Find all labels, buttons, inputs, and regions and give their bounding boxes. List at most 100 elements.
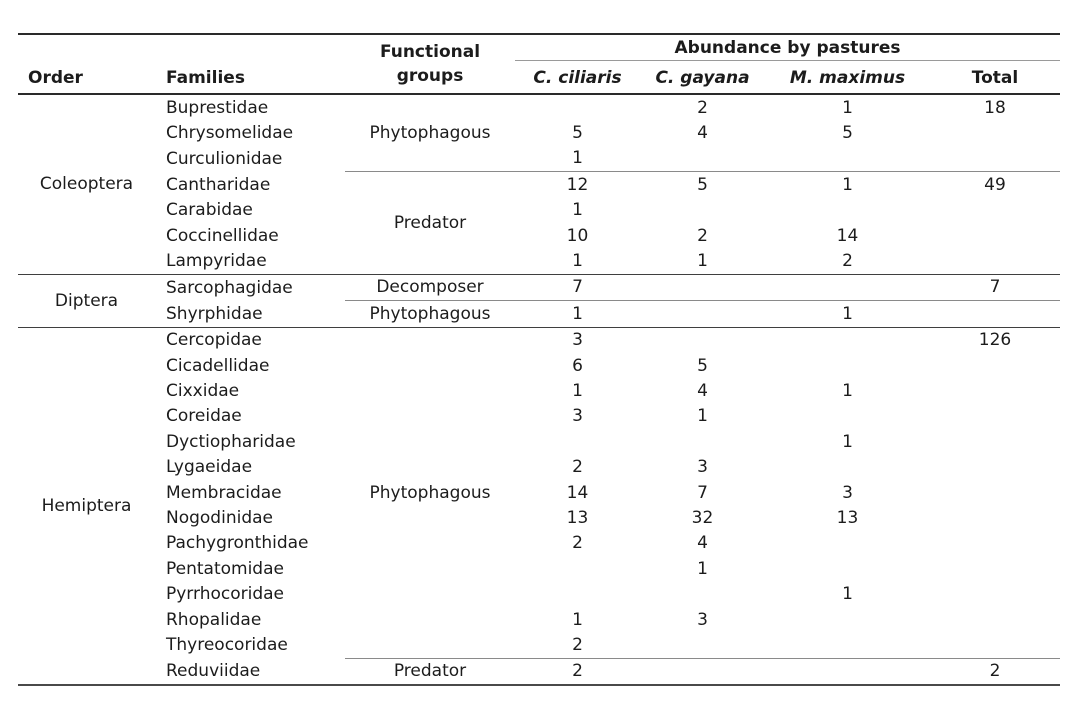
total-cell [930,505,1060,530]
count-cell-m-maximus [765,632,930,658]
table-row: Cixxidae 1 4 1 [18,378,1060,403]
family-cell: Cixxidae [166,380,240,401]
table-row: Rhopalidae 1 3 [18,607,1060,632]
count-cell-m-maximus: 14 [836,225,859,246]
table-row: Nogodinidae 13 32 13 [18,505,1060,530]
total-cell [930,404,1060,429]
count-cell-c-ciliaris: 2 [515,657,640,685]
family-cell: Cicadellidae [166,355,270,376]
count-cell-c-gayana: 2 [697,225,708,246]
count-cell-c-ciliaris: 12 [515,171,640,198]
family-cell: Shyrphidae [166,303,263,324]
total-cell: 126 [930,326,1060,353]
count-cell-m-maximus: 2 [842,251,853,272]
header-row-pastures: C. ciliaris C. gayana M. maximus Total [18,61,1060,95]
table-row: Lygaeidae 2 3 [18,454,1060,479]
table-row: Carabidae 1 [18,198,1060,223]
table-row: Coreidae 3 1 [18,404,1060,429]
functional-group-cell: Phytophagous [345,300,515,328]
functional-group-cell: Phytophagous [345,326,515,659]
family-cell: Coccinellidae [166,225,279,246]
count-cell-m-maximus [765,198,930,223]
count-cell-c-ciliaris: 6 [572,355,583,376]
family-cell: Dyctiopharidae [166,431,296,452]
col-header-m-maximus: M. maximus [789,68,906,88]
functional-group-cell: Decomposer [345,273,515,301]
table-row: Pachygronthidae 2 4 [18,531,1060,556]
count-cell-m-maximus [765,404,930,429]
count-cell-c-gayana: 3 [697,457,708,478]
page: Order Families Functional groups Abundan… [0,33,1078,702]
count-cell-m-maximus [765,657,930,685]
col-header-total: Total [971,68,1019,88]
table-row: Pyrrhocoridae 1 [18,581,1060,606]
count-cell-c-gayana [640,657,765,685]
count-cell-c-gayana: 7 [697,482,708,503]
family-cell: Buprestidae [155,92,345,121]
count-cell-m-maximus [765,146,930,172]
total-cell [930,146,1060,172]
table-row: Shyrphidae Phytophagous 1 1 [18,300,1060,328]
abundance-table: Order Families Functional groups Abundan… [18,33,1060,686]
count-cell-m-maximus [765,556,930,581]
total-cell [930,300,1060,328]
count-cell-m-maximus: 1 [765,92,930,121]
family-cell: Nogodinidae [166,507,273,528]
count-cell-c-ciliaris: 2 [572,634,583,655]
table-row: Dyctiopharidae 1 [18,429,1060,454]
count-cell-c-ciliaris: 3 [572,406,583,427]
count-cell-c-gayana [640,581,765,606]
table-row: Lampyridae 1 1 2 [18,248,1060,274]
col-header-abundance-spanner: Abundance by pastures [515,33,1060,61]
family-cell: Rhopalidae [166,609,262,630]
functional-group-cell: Phytophagous [345,93,515,172]
count-cell-c-gayana: 4 [697,380,708,401]
family-cell: Reduviidae [166,661,261,682]
count-cell-c-gayana [640,273,765,301]
count-cell-m-maximus: 1 [842,380,853,401]
family-cell: Thyreocoridae [166,635,288,656]
count-cell-c-gayana [640,429,765,454]
table-row: Cicadellidae 6 5 [18,353,1060,378]
total-cell [930,607,1060,632]
count-cell-c-gayana: 2 [640,92,765,121]
order-cell: Coleoptera [18,92,155,275]
col-header-c-ciliaris: C. ciliaris [533,68,622,88]
total-cell [930,248,1060,274]
count-cell-c-ciliaris [515,581,640,606]
family-cell: Pyrrhocoridae [166,584,284,605]
total-cell [930,353,1060,378]
family-cell: Membracidae [166,482,282,503]
total-cell: 18 [930,92,1060,121]
count-cell-c-gayana: 32 [691,507,714,528]
table-row: Thyreocoridae 2 [18,632,1060,658]
count-cell-c-ciliaris: 7 [515,273,640,301]
family-cell: Chrysomelidae [166,123,294,144]
family-cell: Lygaeidae [166,457,253,478]
count-cell-m-maximus [765,273,930,301]
count-cell-c-ciliaris [515,429,640,454]
total-cell: 7 [930,273,1060,301]
total-cell [930,378,1060,403]
count-cell-c-gayana: 1 [697,251,708,272]
col-header-order: Order [18,33,155,94]
table-row: Diptera Sarcophagidae Decomposer 7 7 [18,273,1060,328]
table-row: Coleoptera Buprestidae Phytophagous 2 1 18 [18,92,1060,275]
header-row-spanner: Order Families Functional groups Abundan… [18,33,1060,94]
table-body: Coleoptera Buprestidae Phytophagous 2 1 18 Chr… [18,92,1060,685]
count-cell-c-ciliaris: 2 [572,457,583,478]
count-cell-c-ciliaris: 1 [572,251,583,272]
count-cell-m-maximus [765,326,930,353]
count-cell-m-maximus [765,607,930,632]
family-cell: Pachygronthidae [166,533,309,554]
count-cell-m-maximus: 3 [842,482,853,503]
count-cell-c-gayana [640,146,765,172]
total-cell [930,581,1060,606]
total-cell [930,480,1060,505]
count-cell-m-maximus [765,353,930,378]
total-cell [930,632,1060,658]
total-cell [930,198,1060,223]
count-cell-c-ciliaris: 13 [566,507,589,528]
count-cell-c-gayana [640,326,765,353]
count-cell-m-maximus [765,454,930,479]
